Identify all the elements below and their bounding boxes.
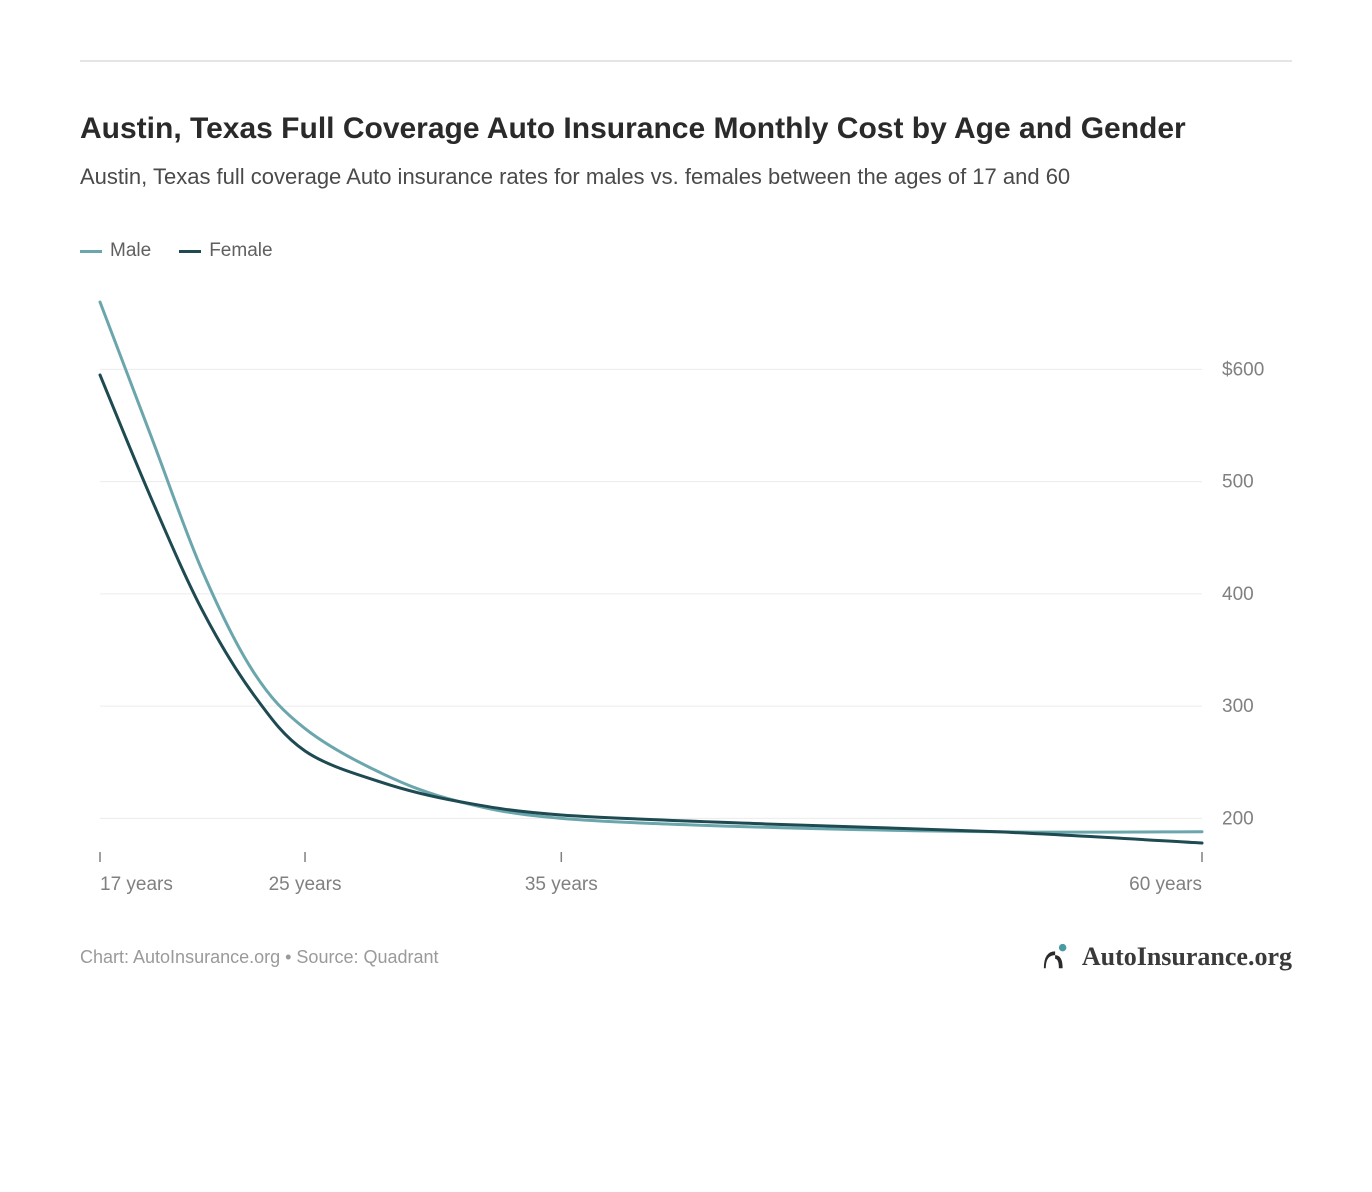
chart-subtitle: Austin, Texas full coverage Auto insuran… bbox=[80, 164, 1292, 190]
svg-text:17 years: 17 years bbox=[100, 874, 173, 895]
svg-text:35 years: 35 years bbox=[525, 874, 598, 895]
chart-title: Austin, Texas Full Coverage Auto Insuran… bbox=[80, 112, 1292, 146]
chart-container: Austin, Texas Full Coverage Auto Insuran… bbox=[0, 0, 1372, 1192]
attribution-text: Chart: AutoInsurance.org • Source: Quadr… bbox=[80, 947, 439, 968]
svg-text:400: 400 bbox=[1222, 584, 1254, 605]
svg-text:200: 200 bbox=[1222, 808, 1254, 829]
legend-swatch-male bbox=[80, 250, 102, 253]
legend: Male Female bbox=[80, 240, 1292, 262]
svg-text:25 years: 25 years bbox=[269, 874, 342, 895]
svg-text:60 years: 60 years bbox=[1129, 874, 1202, 895]
legend-label-female: Female bbox=[209, 240, 272, 262]
chart-footer: Chart: AutoInsurance.org • Source: Quadr… bbox=[80, 942, 1292, 972]
legend-item-male: Male bbox=[80, 240, 151, 262]
top-divider bbox=[80, 60, 1292, 62]
plot-area: 200 300 400 500 $600 17 years 25 years 35 years… bbox=[80, 292, 1292, 912]
legend-swatch-female bbox=[179, 250, 201, 253]
brand-icon bbox=[1042, 942, 1072, 972]
brand-logo: AutoInsurance.org bbox=[1042, 942, 1292, 972]
legend-label-male: Male bbox=[110, 240, 151, 262]
svg-text:500: 500 bbox=[1222, 472, 1254, 493]
svg-text:$600: $600 bbox=[1222, 359, 1264, 380]
svg-text:300: 300 bbox=[1222, 696, 1254, 717]
brand-name: AutoInsurance.org bbox=[1082, 942, 1292, 972]
line-chart-svg: 200 300 400 500 $600 17 years 25 years 35 years… bbox=[80, 292, 1292, 912]
legend-item-female: Female bbox=[179, 240, 272, 262]
